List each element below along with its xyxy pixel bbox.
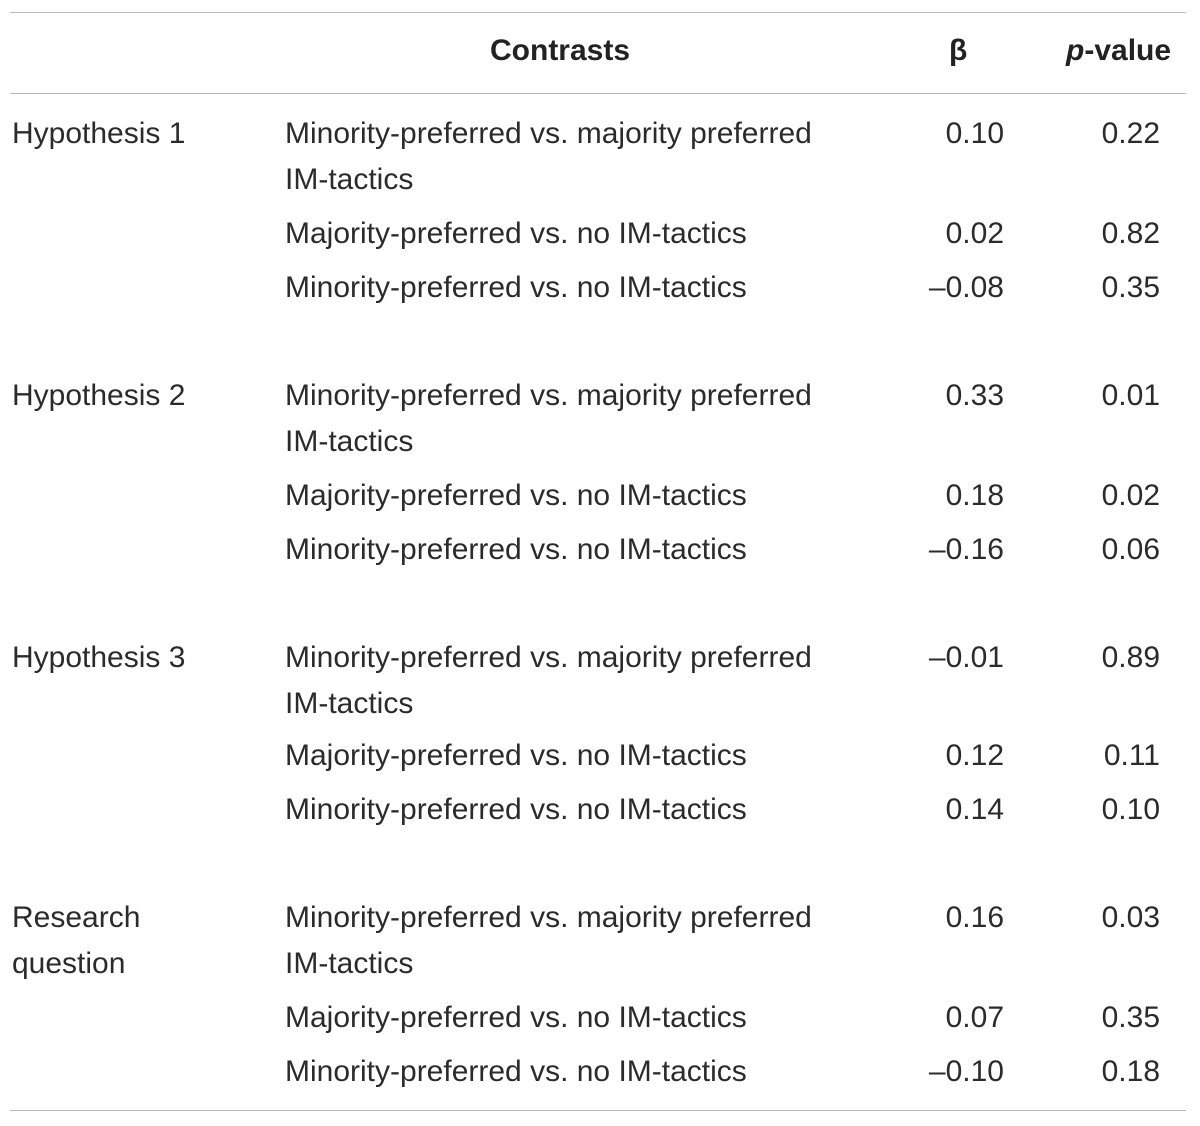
contrast-cell: Minority-preferred vs. majority preferre… — [285, 111, 812, 203]
beta-cell: –0.10 — [928, 1055, 1004, 1088]
p-value-cell: 0.82 — [1101, 217, 1160, 250]
contrast-cell: Majority-preferred vs. no IM-tactics — [285, 733, 747, 779]
contrast-cell: Minority-preferred vs. majority preferre… — [285, 373, 812, 465]
contrast-line: Majority-preferred vs. no IM-tactics — [285, 1001, 747, 1034]
group-label: Hypothesis 2 — [12, 373, 185, 419]
contrast-cell: Majority-preferred vs. no IM-tactics — [285, 473, 747, 519]
contrast-cell: Minority-preferred vs. no IM-tactics — [285, 787, 747, 833]
table-bottom-rule — [10, 1110, 1186, 1111]
header-p-rest: -value — [1084, 34, 1172, 67]
beta-cell: –0.01 — [928, 641, 1004, 674]
contrast-line: Minority-preferred vs. majority preferre… — [285, 901, 812, 934]
beta-cell: –0.08 — [928, 271, 1004, 304]
contrast-cell: Minority-preferred vs. majority preferre… — [285, 635, 812, 727]
contrast-line: Minority-preferred vs. no IM-tactics — [285, 1055, 747, 1088]
p-value-cell: 0.11 — [1103, 739, 1160, 772]
group-label: Hypothesis 1 — [12, 111, 185, 157]
p-value-cell: 0.35 — [1101, 1001, 1160, 1034]
group-label: Hypothesis 3 — [12, 635, 185, 681]
beta-cell: 0.18 — [945, 479, 1004, 512]
group-label-line: Hypothesis 2 — [12, 379, 186, 412]
contrast-line: IM-tactics — [285, 163, 414, 196]
contrast-cell: Minority-preferred vs. no IM-tactics — [285, 1049, 747, 1095]
group-label-line: Hypothesis 1 — [12, 117, 186, 150]
beta-cell: –0.16 — [928, 533, 1004, 566]
p-value-cell: 0.03 — [1101, 901, 1160, 934]
header-beta: β — [949, 34, 968, 67]
contrast-line: Majority-preferred vs. no IM-tactics — [285, 739, 747, 772]
header-bottom-rule — [10, 93, 1186, 94]
beta-cell: 0.02 — [945, 217, 1004, 250]
contrast-line: Minority-preferred vs. no IM-tactics — [285, 793, 747, 826]
header-p-value: p-value — [1066, 31, 1171, 71]
contrast-cell: Minority-preferred vs. no IM-tactics — [285, 265, 747, 311]
contrast-line: Minority-preferred vs. majority preferre… — [285, 379, 812, 412]
beta-cell: 0.16 — [945, 901, 1004, 934]
p-value-cell: 0.22 — [1101, 117, 1160, 150]
p-value-cell: 0.10 — [1101, 793, 1160, 826]
header-contrasts: Contrasts — [490, 34, 631, 67]
contrast-line: Minority-preferred vs. no IM-tactics — [285, 271, 747, 304]
group-label-line: question — [12, 947, 126, 980]
beta-cell: 0.12 — [945, 739, 1004, 772]
p-value-cell: 0.89 — [1101, 641, 1160, 674]
header-p-italic: p — [1066, 34, 1085, 67]
contrast-line: Minority-preferred vs. majority preferre… — [285, 641, 812, 674]
beta-cell: 0.14 — [945, 793, 1004, 826]
group-label-line: Research — [12, 901, 141, 934]
beta-cell: 0.33 — [945, 379, 1004, 412]
p-value-cell: 0.06 — [1101, 533, 1160, 566]
p-value-cell: 0.02 — [1101, 479, 1160, 512]
beta-cell: 0.07 — [945, 1001, 1004, 1034]
beta-cell: 0.10 — [945, 117, 1004, 150]
group-label: Research question — [12, 895, 140, 987]
table-top-rule — [10, 12, 1186, 13]
contrast-cell: Majority-preferred vs. no IM-tactics — [285, 211, 747, 257]
contrast-cell: Majority-preferred vs. no IM-tactics — [285, 995, 747, 1041]
contrast-line: IM-tactics — [285, 425, 414, 458]
p-value-cell: 0.18 — [1101, 1055, 1160, 1088]
contrast-line: Majority-preferred vs. no IM-tactics — [285, 217, 747, 250]
contrast-line: IM-tactics — [285, 687, 414, 720]
contrast-cell: Minority-preferred vs. no IM-tactics — [285, 527, 747, 573]
contrast-line: Minority-preferred vs. majority preferre… — [285, 117, 812, 150]
p-value-cell: 0.01 — [1101, 379, 1160, 412]
contrast-line: IM-tactics — [285, 947, 414, 980]
contrast-cell: Minority-preferred vs. majority preferre… — [285, 895, 812, 987]
p-value-cell: 0.35 — [1101, 271, 1160, 304]
contrast-line: Minority-preferred vs. no IM-tactics — [285, 533, 747, 566]
contrast-line: Majority-preferred vs. no IM-tactics — [285, 479, 747, 512]
group-label-line: Hypothesis 3 — [12, 641, 186, 674]
